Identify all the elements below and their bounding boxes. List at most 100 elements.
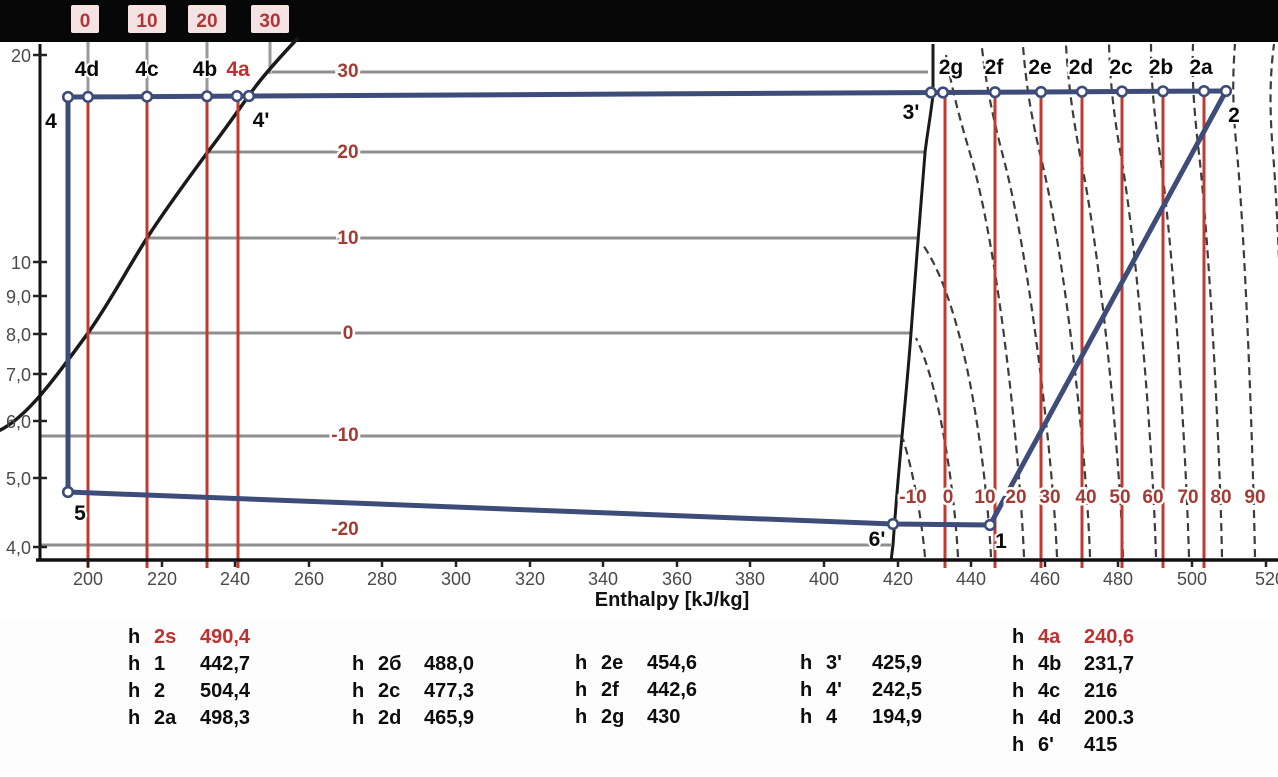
enthalpy-value: 490,4 — [200, 626, 251, 648]
enthalpy-entry-2: h 2 504,4 — [128, 680, 250, 707]
h-symbol: h — [352, 707, 365, 729]
x-tick-380: 380 — [735, 569, 765, 589]
point-id: 6' — [1038, 734, 1054, 756]
superheat-label-40: 40 — [1075, 487, 1096, 508]
x-tick-520: 520 — [1255, 569, 1278, 589]
h-symbol: h — [1012, 680, 1025, 702]
h-symbol: h — [128, 680, 141, 702]
point-id: 4d — [1038, 707, 1062, 729]
top-scale-label-20: 20 — [196, 11, 217, 32]
enthalpy-value: 504,4 — [200, 680, 251, 702]
enthalpy-entry-4p: h 4' 242,5 — [800, 679, 922, 706]
x-axis-ticks — [86, 560, 1268, 567]
h-symbol: h — [575, 706, 588, 728]
superheat-label-30: 30 — [1039, 487, 1060, 508]
y-tick-8: 8,0 — [6, 325, 31, 345]
point-id: 2e — [601, 652, 624, 674]
y-tick-5: 5,0 — [6, 469, 31, 489]
h-symbol: h — [352, 680, 365, 702]
enthalpy-value: 216 — [1084, 680, 1118, 702]
state-point-labels: 4 4d 4c 4b 4a 4' 3' 2g 2f 2e 2d 2c 2b 2a… — [43, 54, 1242, 555]
y-tick-9: 9,0 — [6, 287, 31, 307]
dome-isotherm-labels: 30 20 10 0 -10 -20 — [329, 59, 361, 543]
x-tick-320: 320 — [515, 569, 545, 589]
point-id: 4' — [826, 679, 842, 701]
x-tick-300: 300 — [441, 569, 471, 589]
enthalpy-entry-4b: h 4b 231,7 — [1012, 653, 1134, 680]
h-symbol: h — [575, 679, 588, 701]
x-tick-260: 260 — [294, 569, 324, 589]
y-axis-tick-labels: 20 10 9,0 8,0 7,0 6,0 5,0 4,0 — [6, 46, 31, 558]
enthalpy-value: 442,7 — [200, 653, 251, 675]
enthalpy-entry-2c: h 2c 477,3 — [352, 680, 474, 707]
x-tick-360: 360 — [662, 569, 692, 589]
h-symbol: h — [1012, 626, 1025, 648]
x-tick-280: 280 — [367, 569, 397, 589]
h-symbol: h — [1012, 734, 1025, 756]
point-id: 2d — [378, 707, 402, 729]
label-point-4: 4 — [45, 110, 57, 133]
enthalpy-entry-2a: h 2a 498,3 — [128, 707, 250, 734]
point-id: 2g — [601, 706, 625, 728]
enthalpy-entry-4a: h 4a 240,6 — [1012, 626, 1134, 653]
x-tick-420: 420 — [883, 569, 913, 589]
point-id: 4b — [1038, 653, 1062, 675]
y-tick-4: 4,0 — [6, 538, 31, 558]
enthalpy-entry-2d: h 2d 465,9 — [352, 707, 474, 734]
label-point-4d: 4d — [75, 58, 100, 81]
enthalpy-entry-2b: h 2б 488,0 — [352, 653, 474, 680]
x-tick-440: 440 — [956, 569, 986, 589]
chip-10 — [128, 5, 166, 33]
x-tick-240: 240 — [220, 569, 250, 589]
superheat-label-0: 0 — [943, 487, 954, 508]
dome-label-0: 0 — [343, 323, 354, 344]
label-point-2f: 2f — [985, 56, 1005, 79]
dome-label-m10: -10 — [331, 425, 358, 446]
point-id: 2f — [601, 679, 619, 701]
marker-4p — [242, 89, 256, 103]
enthalpy-entry-4: h 4 194,9 — [800, 706, 922, 733]
ph-diagram-chart: 0 10 20 30 — [0, 0, 1278, 620]
label-point-2c: 2c — [1109, 56, 1133, 79]
marker-2c — [1115, 85, 1129, 98]
label-point-4c: 4c — [135, 58, 159, 81]
chip-30 — [251, 5, 289, 33]
label-point-2d: 2d — [1069, 56, 1094, 79]
marker-2 — [1219, 84, 1233, 98]
superheat-label-90: 90 — [1244, 487, 1265, 508]
marker-4c — [140, 90, 154, 103]
label-point-2g: 2g — [939, 56, 964, 79]
enthalpy-entry-2g: h 2g 430 — [575, 706, 680, 733]
h-symbol: h — [800, 679, 813, 701]
saturated-vapor-curve — [889, 44, 935, 562]
enthalpy-value: 194,9 — [872, 706, 923, 728]
h-symbol: h — [575, 652, 588, 674]
label-point-2e: 2e — [1028, 56, 1051, 79]
enthalpy-value: 454,6 — [647, 652, 698, 674]
point-id: 4 — [826, 706, 838, 728]
enthalpy-entry-2s: h 2s 490,4 — [128, 626, 250, 653]
enthalpy-value: 430 — [647, 706, 681, 728]
marker-6p — [886, 517, 900, 531]
red-verticals-right — [943, 91, 1206, 568]
label-point-4p: 4' — [253, 109, 270, 132]
h-symbol: h — [800, 706, 813, 728]
y-tick-10: 10 — [11, 253, 31, 273]
enthalpy-entry-3p: h 3' 425,9 — [800, 652, 922, 679]
marker-2d — [1075, 85, 1089, 98]
marker-2e — [1034, 85, 1048, 99]
point-id: 4a — [1038, 626, 1061, 648]
x-tick-200: 200 — [73, 569, 103, 589]
h-symbol: h — [352, 653, 365, 675]
marker-4 — [61, 90, 75, 104]
superheat-label-80: 80 — [1210, 487, 1231, 508]
enthalpy-entry-2e: h 2e 454,6 — [575, 652, 697, 679]
y-tick-20: 20 — [11, 46, 31, 66]
enthalpy-value: 488,0 — [424, 653, 475, 675]
label-point-3p: 3' — [903, 101, 920, 124]
marker-3p — [924, 86, 938, 99]
enthalpy-entry-4d: h 4d 200.3 — [1012, 707, 1134, 734]
chip-0 — [71, 5, 99, 33]
chart-background — [0, 0, 1278, 620]
superheat-label-70: 70 — [1177, 487, 1198, 508]
